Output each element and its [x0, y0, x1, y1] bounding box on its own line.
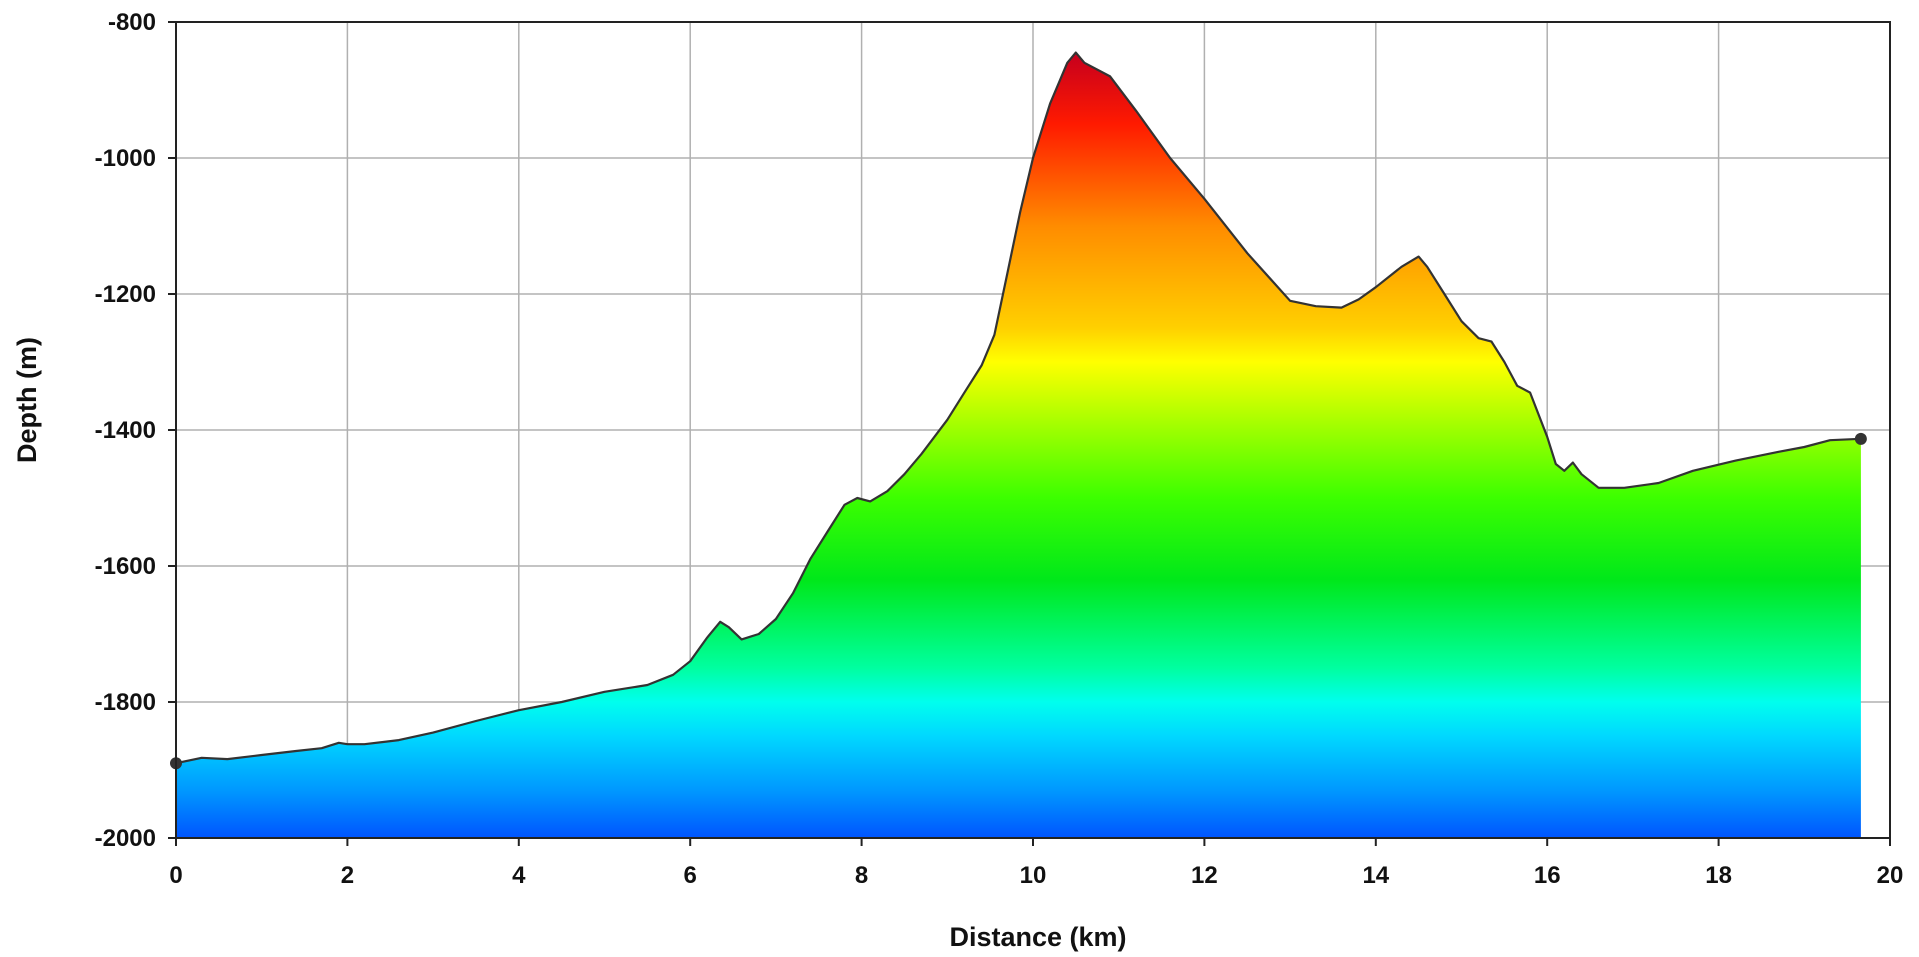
y-tick-label: -2000 — [95, 825, 156, 852]
x-tick-label: 10 — [1020, 862, 1047, 889]
y-tick-label: -1000 — [95, 145, 156, 172]
depth-profile-line — [175, 51, 1861, 765]
x-tick-label: 6 — [684, 862, 697, 889]
x-tick-label: 12 — [1191, 862, 1218, 889]
x-tick-label: 2 — [341, 862, 354, 889]
end-point-marker — [1854, 432, 1867, 445]
y-tick-label: -1200 — [95, 281, 156, 308]
x-tick-label: 0 — [169, 862, 182, 889]
y-tick-label: -1400 — [95, 417, 156, 444]
y-tick-label: -1600 — [95, 553, 156, 580]
tick-labels: 0 2 4 6 8 10 12 14 16 18 20 -800 -1000 -1200 -1400 -160… — [95, 9, 1904, 889]
x-tick-label: 8 — [855, 862, 868, 889]
x-axis-title: Distance (km) — [949, 922, 1126, 952]
x-tick-label: 14 — [1362, 862, 1389, 889]
x-tick-label: 4 — [512, 862, 526, 889]
plot-area — [170, 51, 1867, 839]
y-tick-label: -800 — [108, 9, 156, 36]
x-tick-label: 16 — [1534, 862, 1561, 889]
x-tick-label: 18 — [1705, 862, 1732, 889]
y-tick-label: -1800 — [95, 689, 156, 716]
x-tick-label: 20 — [1877, 862, 1904, 889]
y-axis-title: Depth (m) — [12, 337, 42, 463]
depth-area-fill — [176, 52, 1861, 839]
